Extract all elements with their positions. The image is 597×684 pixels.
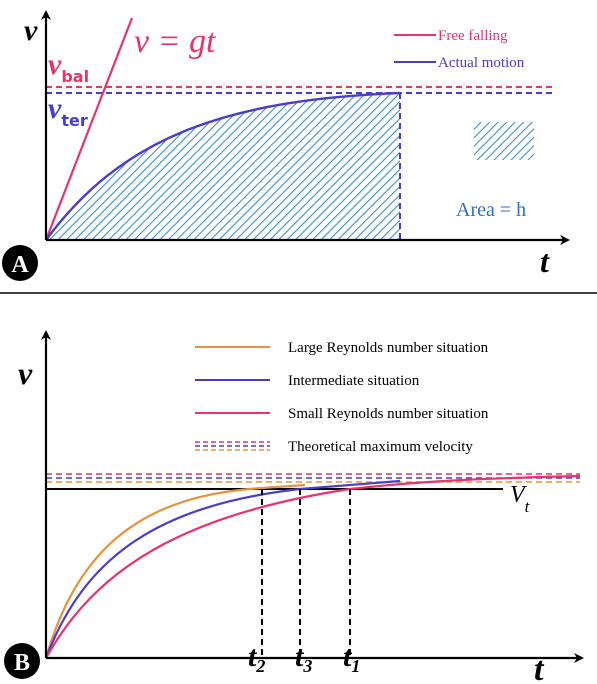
legend-small-reynolds-label: Small Reynolds number situation <box>288 406 489 422</box>
t2-main: t <box>248 640 258 673</box>
v-ter-sub: ter <box>61 111 88 130</box>
legend-actual-motion-label: Actual motion <box>438 55 525 71</box>
t1-label: t1 <box>343 640 360 676</box>
t2-label: t2 <box>248 640 265 676</box>
panel-a: v t vbal vter v = gt Free falling Actual… <box>2 10 570 281</box>
legend-large-reynolds-label: Large Reynolds number situation <box>288 340 489 356</box>
y-axis-label-b: v <box>18 355 33 391</box>
y-axis-label: v <box>24 14 38 47</box>
vt-main: V <box>510 482 527 508</box>
equation-label: v = gt <box>134 23 217 60</box>
panel-b: v t Vt t2 t3 t1 Large Reynolds number si… <box>4 330 584 684</box>
area-legend-swatch <box>474 122 534 160</box>
large-reynolds-curve <box>44 483 306 659</box>
panel-b-badge <box>4 643 40 679</box>
vt-sub: t <box>525 497 531 516</box>
legend-intermediate-label: Intermediate situation <box>288 373 420 389</box>
legend-free-falling-label: Free falling <box>438 28 508 44</box>
v-bal-label: vbal <box>48 48 89 86</box>
t3-sub: 3 <box>302 656 312 676</box>
panel-b-badge-label: B <box>14 650 30 676</box>
t1-main: t <box>343 640 353 673</box>
t3-label: t3 <box>295 640 312 676</box>
v-ter-label: vter <box>48 92 88 130</box>
panel-a-badge-label: A <box>11 252 29 278</box>
panel-a-badge <box>2 245 38 281</box>
vt-label: Vt <box>510 482 531 516</box>
legend-max-velocity-label: Theoretical maximum velocity <box>288 439 473 455</box>
area-under-curve <box>46 93 400 240</box>
actual-motion-curve <box>45 91 401 241</box>
area-label: Area = h <box>456 199 526 221</box>
x-axis-label: t <box>540 243 550 279</box>
v-bal-sub: bal <box>61 67 89 86</box>
small-reynolds-curve <box>45 474 581 659</box>
free-falling-line <box>44 17 134 241</box>
t3-main: t <box>295 640 305 673</box>
t2-sub: 2 <box>255 656 265 676</box>
x-axis-label-b: t <box>534 651 545 684</box>
v-bal-main: v <box>48 48 62 81</box>
t1-sub: 1 <box>351 656 360 676</box>
v-ter-main: v <box>48 92 62 125</box>
intermediate-curve <box>44 479 401 659</box>
